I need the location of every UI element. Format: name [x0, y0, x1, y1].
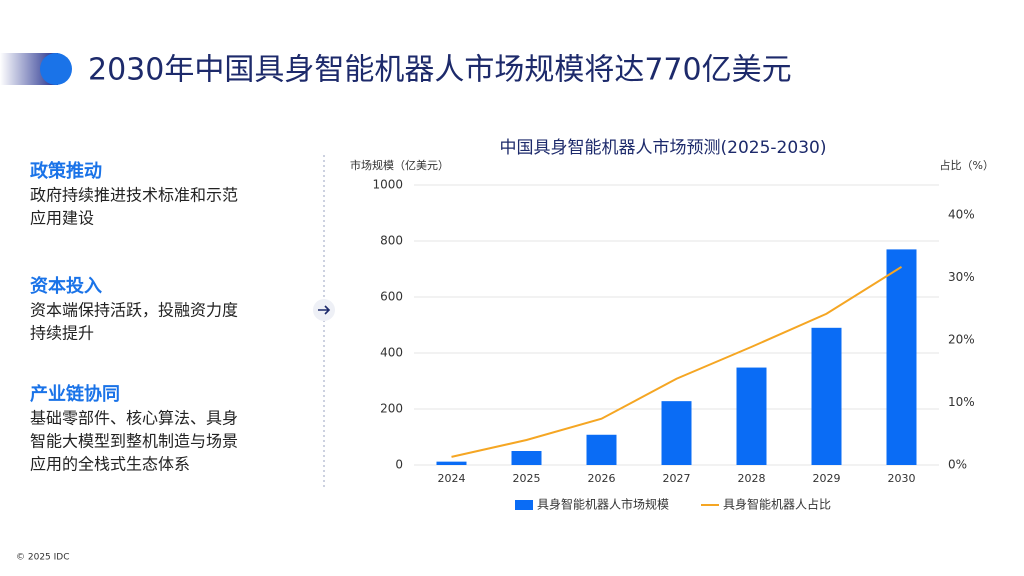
x-tick-label: 2026 [588, 472, 616, 485]
bar [886, 249, 917, 465]
chart-title: 中国具身智能机器人市场预测(2025-2030) [500, 138, 827, 158]
copyright: © 2025 IDC [16, 553, 70, 563]
bar [436, 461, 467, 465]
y2-tick-label: 40% [948, 208, 975, 222]
legend-swatch [515, 500, 533, 510]
section-text: 智能大模型到整机制造与场景 [30, 432, 238, 451]
page-title: 2030年中国具身智能机器人市场规模将达770亿美元 [88, 53, 792, 88]
bar [661, 401, 692, 465]
section-text: 基础零部件、核心算法、具身 [30, 409, 238, 428]
y2-tick-label: 30% [948, 270, 975, 284]
bar [511, 451, 542, 465]
section-text: 资本端保持活跃，投融资力度 [30, 301, 238, 320]
y-tick-label: 1000 [372, 178, 403, 192]
y-tick-label: 600 [380, 290, 403, 304]
section-heading: 政策推动 [30, 160, 102, 182]
x-tick-label: 2024 [438, 472, 466, 485]
y2-tick-label: 10% [948, 395, 975, 409]
bar [736, 367, 767, 465]
bar [586, 434, 617, 465]
y2-tick-label: 0% [948, 458, 967, 472]
section-heading: 产业链协同 [30, 383, 120, 405]
line [451, 266, 903, 458]
section-text: 持续提升 [30, 324, 94, 343]
header-dot [40, 53, 72, 85]
section-heading: 资本投入 [30, 275, 102, 297]
y2-tick-label: 20% [948, 333, 975, 347]
y2-axis-label: 占比（%） [940, 158, 994, 172]
section-text: 应用建设 [30, 209, 94, 228]
y-tick-label: 800 [380, 234, 403, 248]
chart: 中国具身智能机器人市场预测(2025-2030) 市场规模（亿美元） 占比（%） 0 2… [350, 138, 994, 512]
x-tick-label: 2027 [663, 472, 691, 485]
section-text: 应用的全栈式生态体系 [30, 455, 190, 474]
y-axis-label: 市场规模（亿美元） [350, 158, 449, 172]
y-tick-label: 400 [380, 346, 403, 360]
legend-label: 具身智能机器人市场规模 [537, 497, 669, 512]
sections: 政策推动政府持续推进技术标准和示范应用建设资本投入资本端保持活跃，投融资力度持续… [30, 160, 238, 474]
bar [811, 327, 842, 465]
x-tick-label: 2030 [888, 472, 916, 485]
arrow-icon [318, 305, 331, 315]
y-tick-label: 0 [395, 458, 403, 472]
x-tick-label: 2029 [813, 472, 841, 485]
y-tick-label: 200 [380, 402, 403, 416]
section-text: 政府持续推进技术标准和示范 [30, 186, 238, 205]
x-tick-label: 2028 [738, 472, 766, 485]
legend-label: 具身智能机器人占比 [723, 497, 831, 512]
x-tick-label: 2025 [513, 472, 541, 485]
